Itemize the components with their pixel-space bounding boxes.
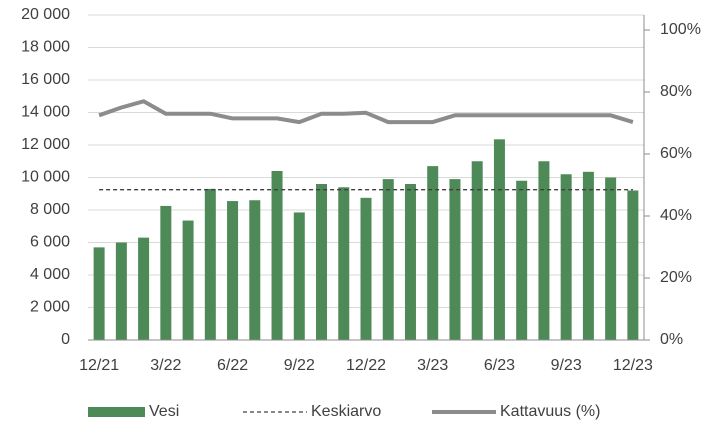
y-tick-label: 6 000 <box>30 234 70 251</box>
y2-tick-label: 60% <box>660 145 692 162</box>
x-tick-label: 9/22 <box>284 357 315 374</box>
bar <box>427 166 439 340</box>
y-tick-label: 0 <box>61 331 70 348</box>
y-tick-label: 8 000 <box>30 201 70 218</box>
y-tick-label: 4 000 <box>30 266 70 283</box>
bar <box>115 242 127 340</box>
x-tick-label: 3/22 <box>150 357 181 374</box>
bar <box>449 179 461 340</box>
y-tick-label: 12 000 <box>21 136 70 153</box>
bar <box>471 161 483 340</box>
y-tick-label: 20 000 <box>21 6 70 23</box>
bar <box>293 212 305 340</box>
bar <box>338 187 350 340</box>
y-tick-label: 18 000 <box>21 39 70 56</box>
bar <box>404 184 416 340</box>
y2-tick-label: 40% <box>660 207 692 224</box>
line <box>98 99 634 125</box>
y2-tick-label: 20% <box>660 269 692 286</box>
bar <box>493 139 505 340</box>
y-tick-label: 10 000 <box>21 169 70 186</box>
bar <box>249 200 261 340</box>
y2-tick-label: 100% <box>660 21 701 38</box>
bar <box>316 184 328 340</box>
legend-swatch <box>88 407 145 417</box>
x-tick-label: 6/22 <box>217 357 248 374</box>
bar <box>138 237 150 340</box>
y2-tick-label: 80% <box>660 83 692 100</box>
bar <box>360 197 372 340</box>
bar <box>538 161 550 340</box>
x-tick-label: 12/21 <box>79 357 119 374</box>
x-tick-label: 12/23 <box>613 357 653 374</box>
bar <box>605 177 617 340</box>
bar <box>204 188 216 340</box>
bar <box>93 247 105 340</box>
bar <box>382 179 394 340</box>
y-tick-label: 16 000 <box>21 71 70 88</box>
y2-tick-label: 0% <box>660 331 683 348</box>
legend-label: Vesi <box>149 403 179 420</box>
bar <box>627 190 639 340</box>
bar <box>271 171 283 340</box>
bar <box>182 220 194 340</box>
bar <box>582 171 594 340</box>
legend-label: Keskiarvo <box>311 403 381 420</box>
bar <box>560 174 572 340</box>
bar <box>160 205 172 340</box>
bar <box>516 180 528 340</box>
legend-label: Kattavuus (%) <box>500 403 600 420</box>
y-tick-label: 2 000 <box>30 299 70 316</box>
x-tick-label: 3/23 <box>417 357 448 374</box>
x-tick-label: 6/23 <box>484 357 515 374</box>
bar <box>227 201 239 340</box>
y-tick-label: 14 000 <box>21 104 70 121</box>
x-tick-label: 9/23 <box>551 357 582 374</box>
x-tick-label: 12/22 <box>346 357 386 374</box>
